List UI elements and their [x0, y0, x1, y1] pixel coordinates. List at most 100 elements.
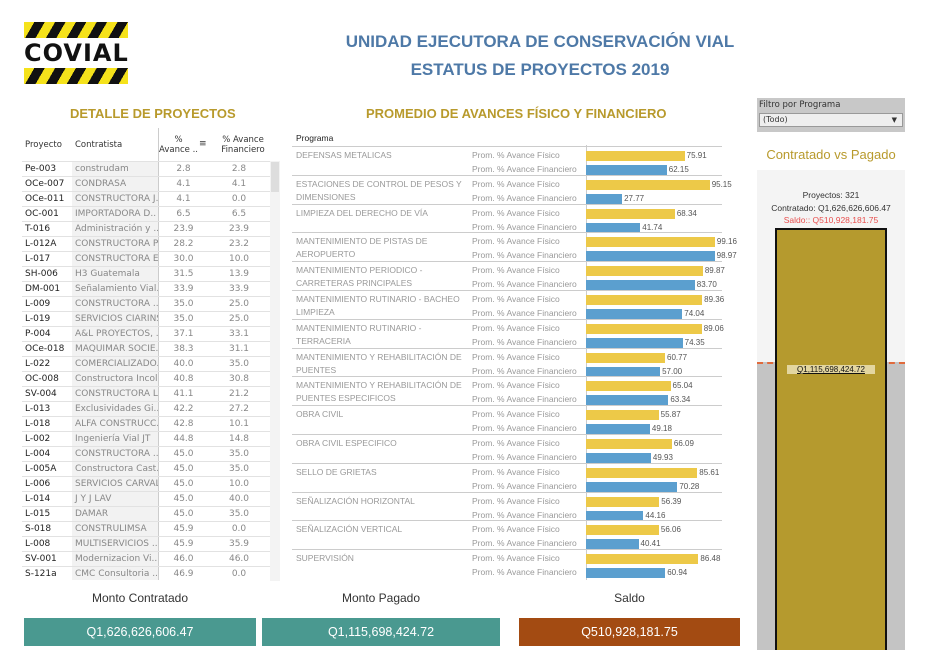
- bar-avance-fisico[interactable]: [586, 352, 665, 363]
- bar-avance-financiero[interactable]: [586, 222, 641, 233]
- table-row[interactable]: L-012A CONSTRUCTORA P.. 28.2 23.2: [22, 236, 270, 251]
- table-row[interactable]: DM-001 Señalamiento Vial.. 33.9 33.9: [22, 281, 270, 296]
- cell-avance-fisico: 6.5: [158, 207, 208, 221]
- table-row[interactable]: L-006 SERVICIOS CARVAL 45.0 10.0: [22, 476, 270, 491]
- cell-avance-financiero: 35.9: [228, 539, 250, 549]
- bar-avance-fisico[interactable]: [586, 295, 703, 305]
- bar-avance-financiero[interactable]: [586, 453, 651, 463]
- cell-avance-fisico: 37.1: [158, 327, 208, 341]
- col-contratista[interactable]: Contratista: [75, 139, 123, 150]
- bar-avance-financiero[interactable]: [586, 337, 683, 348]
- table-row[interactable]: OCe-018 MAQUIMAR SOCIE.. 38.3 31.1: [22, 341, 270, 356]
- bar-avance-fisico[interactable]: [586, 525, 659, 536]
- cell-contratista: construdam: [72, 162, 158, 176]
- bar-avance-financiero[interactable]: [586, 568, 666, 579]
- table-row[interactable]: OC-001 IMPORTADORA D.. 6.5 6.5: [22, 206, 270, 221]
- table-row[interactable]: Pe-003 construdam 2.8 2.8: [22, 161, 270, 176]
- saldo-label: Saldo: [614, 591, 645, 605]
- cell-avance-financiero: 33.1: [228, 329, 250, 339]
- table-row[interactable]: L-014 J Y J LAV 45.0 40.0: [22, 491, 270, 506]
- table-row[interactable]: P-004 A&L PROYECTOS, .. 37.1 33.1: [22, 326, 270, 341]
- table-row[interactable]: S-121a CMC Consultoria .. 46.9 0.0: [22, 566, 270, 580]
- bar-avance-fisico[interactable]: [586, 467, 698, 478]
- bar-avance-fisico[interactable]: [586, 323, 702, 334]
- col-avance-financiero[interactable]: % Avance Financiero: [221, 134, 265, 155]
- cell-avance-fisico: 35.0: [158, 297, 208, 311]
- cell-contratista: CONSTRULIMSA: [72, 522, 158, 536]
- cell-contratista: SERVICIOS CARVAL: [72, 477, 158, 491]
- bar-avance-fisico[interactable]: [586, 410, 659, 421]
- cell-avance-financiero: 0.0: [231, 524, 247, 534]
- cell-proyecto: L-017: [25, 254, 51, 264]
- scrollbar-thumb[interactable]: [271, 162, 279, 192]
- table-scrollbar[interactable]: [270, 161, 280, 581]
- bar-value-label: 62.15: [668, 165, 689, 174]
- table-row[interactable]: L-019 SERVICIOS CIARINS 35.0 25.0: [22, 311, 270, 326]
- table-row[interactable]: OC-008 Constructora Incol 40.8 30.8: [22, 371, 270, 386]
- avance-chart: Programa DEFENSAS METALICAS Prom. % Avanc…: [292, 128, 737, 580]
- bar-avance-financiero[interactable]: [586, 366, 661, 377]
- cell-avance-financiero: 25.0: [228, 314, 250, 324]
- page-title: UNIDAD EJECUTORA DE CONSERVACIÓN VIAL: [345, 32, 735, 51]
- table-row[interactable]: SH-006 H3 Guatemala 31.5 13.9: [22, 266, 270, 281]
- table-row[interactable]: L-005A Constructora Cast.. 45.0 35.0: [22, 461, 270, 476]
- table-row[interactable]: OCe-007 CONDRASA 4.1 4.1: [22, 176, 270, 191]
- table-row[interactable]: L-017 CONSTRUCTORA E.. 30.0 10.0: [22, 251, 270, 266]
- bar-avance-fisico[interactable]: [586, 179, 710, 190]
- measure-label: Prom. % Avance Físico: [472, 524, 560, 535]
- bar-avance-fisico[interactable]: [586, 496, 660, 507]
- bar-avance-financiero[interactable]: [586, 193, 623, 204]
- bar-avance-financiero[interactable]: [586, 165, 667, 175]
- bar-avance-financiero[interactable]: [586, 309, 683, 319]
- cell-avance-financiero: 35.0: [228, 509, 250, 519]
- bar-avance-financiero[interactable]: [586, 280, 695, 291]
- cell-avance-fisico: 40.8: [158, 372, 208, 386]
- bar-avance-fisico[interactable]: [586, 151, 685, 161]
- bar-avance-financiero[interactable]: [586, 481, 678, 492]
- cell-contratista: Constructora Incol: [72, 372, 158, 386]
- program-label: LIMPIEZA DEL DERECHO DE VÍA: [296, 207, 428, 218]
- table-row[interactable]: SV-001 Modernizacion Vi.. 46.0 46.0: [22, 551, 270, 566]
- table-row[interactable]: L-013 Exclusividades Gi.. 42.2 27.2: [22, 401, 270, 416]
- bar-avance-fisico[interactable]: [586, 439, 672, 449]
- contratado-bar[interactable]: [775, 228, 887, 650]
- col-proyecto[interactable]: Proyecto: [25, 139, 62, 150]
- col-avance-fisico[interactable]: % Avance ..: [158, 128, 198, 161]
- table-row[interactable]: L-022 COMERCIALIZADO.. 40.0 35.0: [22, 356, 270, 371]
- bar-avance-fisico[interactable]: [586, 381, 671, 392]
- table-row[interactable]: L-008 MULTISERVICIOS .. 45.9 35.9: [22, 536, 270, 551]
- cell-avance-financiero: 23.2: [228, 239, 250, 249]
- cell-avance-fisico: 46.0: [158, 552, 208, 566]
- bar-avance-financiero[interactable]: [586, 395, 669, 406]
- table-row[interactable]: T-016 Administración y .. 23.9 23.9: [22, 221, 270, 236]
- cell-avance-fisico: 31.5: [158, 267, 208, 281]
- bar-avance-fisico[interactable]: [586, 266, 703, 277]
- table-row[interactable]: S-018 CONSTRULIMSA 45.9 0.0: [22, 521, 270, 536]
- cell-avance-financiero: 21.2: [228, 389, 250, 399]
- cell-proyecto: L-015: [25, 509, 51, 519]
- bar-avance-financiero[interactable]: [586, 424, 650, 435]
- bar-avance-financiero[interactable]: [586, 539, 639, 550]
- program-label: MANTENIMIENTO Y REHABILITACIÓN DE PUENTE…: [296, 380, 462, 404]
- program-filter-select[interactable]: (Todo) ▼: [759, 113, 903, 127]
- table-row[interactable]: OCe-011 CONSTRUCTORA J.. 4.1 0.0: [22, 191, 270, 206]
- table-row[interactable]: L-009 CONSTRUCTORA .. 35.0 25.0: [22, 296, 270, 311]
- bar-avance-financiero[interactable]: [586, 251, 715, 262]
- table-row[interactable]: L-015 DAMAR 45.0 35.0: [22, 506, 270, 521]
- table-row[interactable]: L-004 CONSTRUCTORA .. 45.0 35.0: [22, 446, 270, 461]
- bar-value-label: 86.48: [700, 554, 721, 564]
- bar-avance-fisico[interactable]: [586, 554, 699, 565]
- bar-avance-fisico[interactable]: [586, 208, 675, 219]
- table-row[interactable]: L-002 Ingeniería Vial JT 44.8 14.8: [22, 431, 270, 446]
- program-label: SEÑALIZACIÓN VERTICAL: [296, 524, 403, 535]
- page-subtitle: ESTATUS DE PROYECTOS 2019: [410, 60, 670, 79]
- sort-icon[interactable]: ≡: [199, 139, 207, 149]
- cell-contratista: CONSTRUCTORA L..: [72, 387, 158, 401]
- bar-value-label: 68.34: [676, 208, 697, 218]
- table-row[interactable]: L-018 ALFA CONSTRUCC.. 42.8 10.1: [22, 416, 270, 431]
- table-row[interactable]: SV-004 CONSTRUCTORA L.. 41.1 21.2: [22, 386, 270, 401]
- bar-avance-fisico[interactable]: [586, 237, 715, 248]
- bar-avance-financiero[interactable]: [586, 510, 644, 521]
- cell-avance-fisico: 45.0: [158, 462, 208, 476]
- program-group: MANTENIMIENTO Y REHABILITACIÓN DE PUENTE…: [292, 376, 722, 406]
